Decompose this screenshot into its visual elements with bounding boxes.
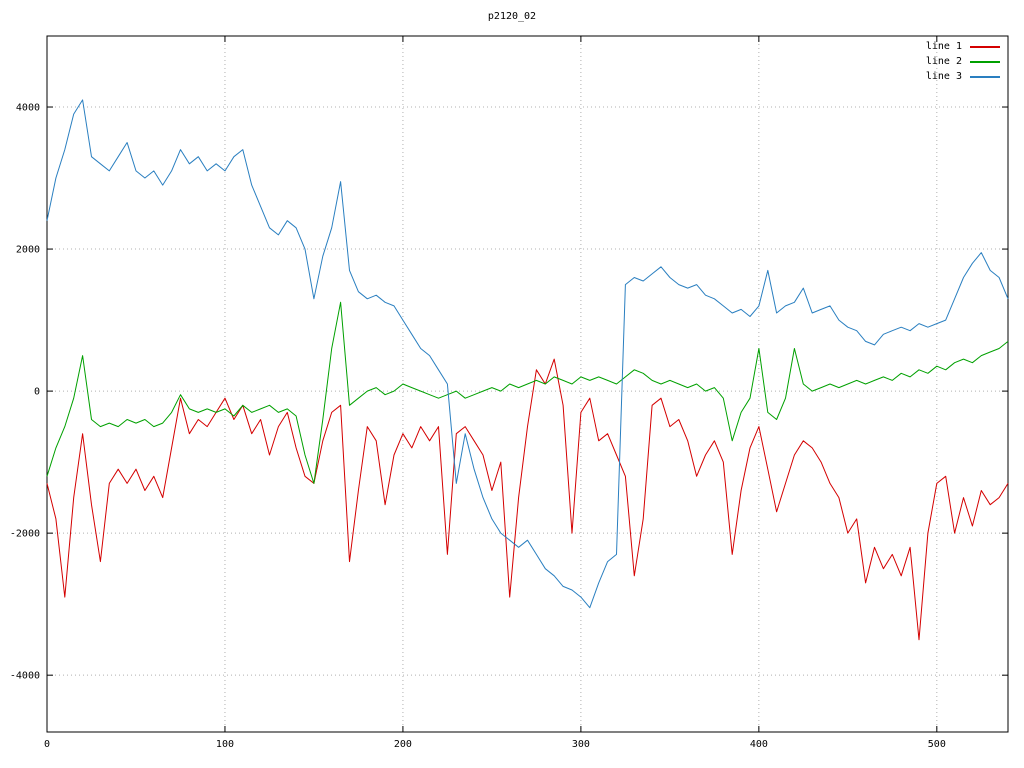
y-tick-label: 4000 (16, 103, 40, 114)
x-tick-label: 100 (216, 739, 234, 750)
legend-line-sample (970, 60, 1000, 63)
chart-title: p2120_02 (487, 11, 537, 22)
x-tick-label: 300 (572, 739, 590, 750)
legend-line-sample (970, 75, 1000, 78)
legend: line 1 line 2 line 3 (926, 39, 1000, 84)
x-tick-label: 0 (44, 739, 50, 750)
x-tick-label: 400 (750, 739, 768, 750)
y-tick-label: -4000 (10, 671, 40, 682)
legend-item: line 2 (926, 54, 1000, 69)
legend-label: line 2 (925, 56, 962, 67)
legend-label: line 3 (925, 71, 962, 82)
y-tick-label: -2000 (10, 529, 40, 540)
legend-line-sample (970, 45, 1000, 48)
series-line-3 (46, 99, 1009, 609)
legend-item: line 1 (926, 39, 1000, 54)
legend-label: line 1 (925, 41, 962, 52)
series-line-2 (46, 301, 1009, 484)
series-line-1 (46, 358, 1009, 641)
y-tick-label: 2000 (16, 245, 40, 256)
plot-border (46, 35, 1009, 733)
x-tick-label: 200 (394, 739, 412, 750)
x-tick-label: 500 (928, 739, 946, 750)
legend-item: line 3 (926, 69, 1000, 84)
y-tick-label: 0 (34, 387, 40, 398)
